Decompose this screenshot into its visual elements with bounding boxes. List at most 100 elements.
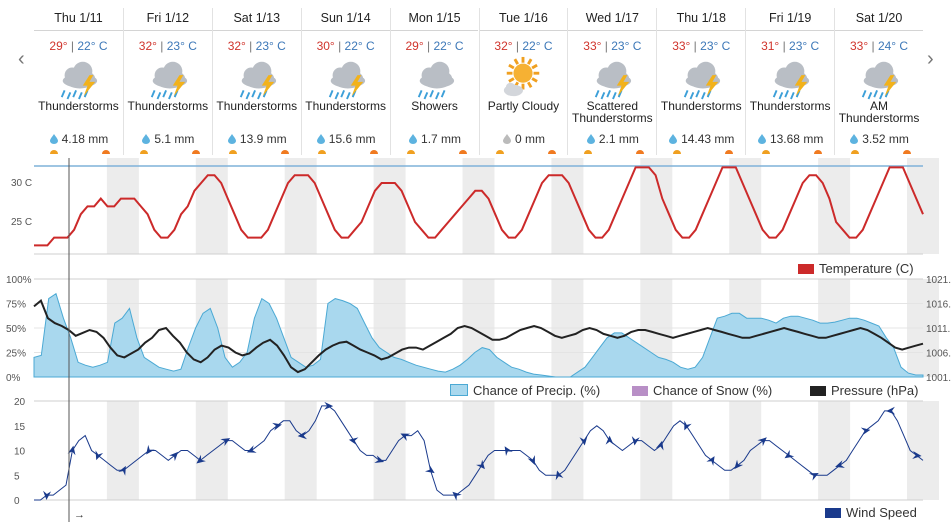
temperature-line <box>34 166 924 247</box>
night-band <box>462 158 495 254</box>
wind-direction-arrow <box>835 460 845 468</box>
night-band <box>729 158 762 254</box>
precip-amount: 13.68 mm <box>746 132 834 146</box>
snow-legend[interactable]: Chance of Snow (%) <box>632 383 772 398</box>
precip-amount: 0 mm <box>480 132 568 146</box>
raindrop-icon <box>142 134 151 144</box>
precip-amount: 14.43 mm <box>657 132 745 146</box>
day-column[interactable]: Thu 1/18 33° | 23° C Thunderstorms 14.43 mm <box>656 8 746 155</box>
thunderstorm-icon <box>150 61 187 100</box>
pressure-swatch <box>810 386 826 396</box>
precip-legend[interactable]: Chance of Precip. (%) <box>450 383 600 398</box>
wind-legend[interactable]: Wind Speed <box>825 505 917 520</box>
wind-direction-arrow <box>527 455 535 465</box>
night-band <box>373 158 406 254</box>
precip-amount: 2.1 mm <box>568 132 656 146</box>
day-column[interactable]: Wed 1/17 33° | 23° C Scattered Thunderstor… <box>567 8 657 155</box>
day-temps: 33° | 24° C <box>849 39 909 53</box>
pressure-tick-label: 1021. <box>926 275 951 286</box>
condition-text: Thunderstorms <box>749 99 831 113</box>
raindrop-icon <box>316 134 325 144</box>
raindrop-icon <box>502 134 511 144</box>
precip-amount: 15.6 mm <box>302 132 390 146</box>
wind-direction-arrow <box>169 451 179 462</box>
wind-tick-label: 15 <box>14 422 26 433</box>
precip-amount: 1.7 mm <box>391 132 479 146</box>
day-column[interactable]: Mon 1/15 29° | 22° C Showers 1.7 mm <box>389 8 479 155</box>
wind-direction-arrow <box>504 446 513 457</box>
day-temps: 32° | 22° C <box>494 39 553 53</box>
previous-days-arrow[interactable]: ‹ <box>18 48 25 70</box>
high-temp: 32° <box>227 39 246 53</box>
precip-legend-label: Chance of Precip. (%) <box>473 383 601 398</box>
pressure-tick-label: 1006. <box>926 349 951 360</box>
day-column[interactable]: Thu 1/11 29° | 22° C Thunderstorms 4.18 mm <box>34 8 123 155</box>
temperature-legend-label: Temperature (C) <box>819 261 914 276</box>
low-temp: 23° C <box>700 39 731 53</box>
temperature-legend[interactable]: Temperature (C) <box>798 261 914 276</box>
low-temp: 23° C <box>789 39 820 53</box>
thunderstorm-icon <box>61 61 98 100</box>
day-temps: 29° | 22° C <box>49 39 108 53</box>
day-column[interactable]: Sat 1/13 32° | 23° C Thunderstorms 13.9 mm <box>211 8 301 155</box>
day-column[interactable]: Tue 1/16 32° | 22° C Partly Cloudy 0 mm <box>478 8 568 155</box>
low-temp: 22° C <box>77 39 108 53</box>
raindrop-icon <box>757 134 766 144</box>
day-temps: 32° | 23° C <box>138 39 197 53</box>
high-temp: 33° <box>849 39 869 53</box>
sunrise-sunset-markers <box>139 150 200 154</box>
wind-direction-arrow <box>808 473 819 481</box>
wind-speed-line <box>34 405 924 501</box>
day-column[interactable]: Sat 1/20 33° | 24° C AM Thunderstorms 3.52 … <box>834 8 923 155</box>
wind-direction-arrow <box>757 437 767 447</box>
high-temp: 29° <box>49 39 68 53</box>
night-band <box>640 401 673 500</box>
sunrise-sunset-markers <box>406 150 467 154</box>
high-temp: 31° <box>761 39 780 53</box>
night-band <box>818 158 851 254</box>
high-temp: 29° <box>405 39 424 53</box>
precip-tick-label: 100% <box>6 275 32 286</box>
precip-amount: 5.1 mm <box>124 132 212 146</box>
day-label: Thu 1/18 <box>657 8 746 31</box>
condition-text: Partly Cloudy <box>487 99 560 113</box>
pressure-legend[interactable]: Pressure (hPa) <box>810 383 918 398</box>
wind-direction-arrow <box>297 431 308 440</box>
condition-text: Showers <box>411 99 458 113</box>
wind-tick-label: 10 <box>14 447 26 458</box>
day-column[interactable]: Fri 1/19 31° | 23° C Thunderstorms 13.68 mm <box>745 8 835 155</box>
night-band <box>284 158 317 254</box>
thunderstorm-icon <box>595 61 632 100</box>
snow-legend-label: Chance of Snow (%) <box>653 383 773 398</box>
wind-direction-arrow <box>886 406 896 415</box>
day-temps: 31° | 23° C <box>761 39 820 53</box>
temp-tick-25: 25 C <box>11 217 32 228</box>
night-band <box>195 158 228 254</box>
sunrise-sunset-markers <box>762 150 823 154</box>
low-temp: 22° C <box>433 39 464 53</box>
day-column[interactable]: Sun 1/14 30° | 22° C Thunderstorms 15.6 mm <box>300 8 390 155</box>
wind-direction-arrow <box>220 438 231 447</box>
wind-direction-arrow <box>348 437 359 446</box>
wind-direction-arrow <box>400 433 411 441</box>
wind-direction-arrow <box>631 436 640 446</box>
sunrise-sunset-markers <box>228 150 289 154</box>
condition-text: Thunderstorms <box>660 99 742 113</box>
wind-direction-arrow <box>706 456 715 466</box>
day-temps: 29° | 22° C <box>405 39 464 53</box>
cursor-arrow-icon[interactable]: → <box>74 509 85 521</box>
night-band <box>195 401 228 500</box>
wind-tick-label: 5 <box>14 471 20 482</box>
wind-direction-arrow <box>374 455 385 463</box>
wind-direction-arrow <box>43 490 52 501</box>
night-band <box>284 401 317 500</box>
wind-tick-label: 0 <box>14 496 20 507</box>
day-temps: 32° | 23° C <box>227 39 286 53</box>
day-column[interactable]: Fri 1/12 32° | 23° C Thunderstorms 5.1 mm <box>122 8 212 155</box>
night-band <box>462 401 495 500</box>
next-days-arrow[interactable]: › <box>927 48 934 70</box>
day-label: Fri 1/19 <box>746 8 835 31</box>
wind-direction-arrow <box>684 420 692 431</box>
wind-swatch <box>825 508 841 518</box>
